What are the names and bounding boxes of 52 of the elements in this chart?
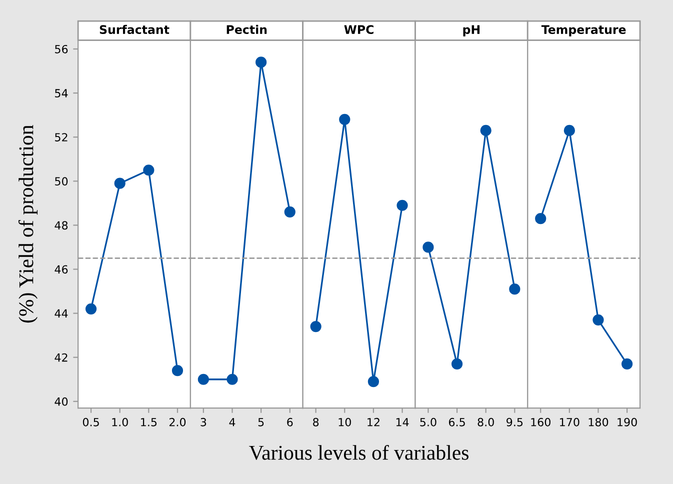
point	[368, 376, 380, 388]
chart-title: WPC	[344, 25, 374, 34]
x-tick-label: 2.0	[169, 418, 186, 426]
point	[172, 365, 184, 376]
x-tick-label: 8	[313, 418, 319, 426]
x-tick-label: 8.0	[478, 418, 494, 426]
x-tick-label: 5.0	[420, 418, 436, 426]
x-tick-label: 170	[560, 418, 580, 426]
x-tick-label: 12	[368, 418, 380, 426]
x-tick-label: 1.5	[141, 418, 157, 426]
x-tick-label: 6	[287, 418, 293, 426]
x-tick-label: 190	[618, 418, 637, 426]
y-tick-label: 44	[54, 309, 68, 318]
y-tick-label: 48	[54, 221, 68, 230]
chart-title: pH	[463, 25, 480, 36]
point	[564, 124, 575, 136]
y-tick-label: 50	[55, 177, 68, 186]
point	[339, 114, 350, 126]
x-tick-label: 4	[229, 418, 236, 426]
x-tick-label: 1.0	[112, 418, 128, 426]
point	[509, 284, 520, 295]
point	[422, 242, 434, 253]
x-tick-label: 5	[258, 418, 264, 426]
point	[396, 200, 408, 211]
point	[535, 213, 546, 224]
y-tick-label: 54	[55, 89, 68, 98]
y-tick-label: 42	[54, 353, 68, 362]
point	[592, 314, 604, 326]
y-tick-label: 40	[54, 397, 68, 406]
x-tick-label: 3	[200, 418, 206, 426]
point	[622, 358, 633, 370]
x-tick-label: 9.5	[506, 418, 523, 426]
chart-title: Pectin	[226, 24, 267, 34]
point	[143, 164, 154, 176]
x-tick-label: 10	[338, 418, 351, 426]
point	[451, 358, 463, 370]
chart-title: Surfactant	[100, 24, 170, 34]
y-tick-label: 46	[54, 265, 68, 274]
point	[85, 303, 97, 314]
x-axis-title: Various levels of variables	[249, 444, 468, 460]
chart-title: Temperature	[541, 25, 626, 36]
point	[310, 320, 322, 332]
x-tick-label: 160	[531, 418, 550, 426]
y-tick-label: 56	[55, 44, 68, 54]
x-tick-label: 180	[588, 418, 608, 426]
x-tick-label: 14	[396, 418, 409, 426]
point	[480, 124, 492, 136]
y-tick-label: 52	[55, 133, 68, 142]
point	[114, 178, 126, 189]
x-tick-label: 6.5	[448, 418, 465, 426]
y-axis-title: (%) Yield of production	[18, 124, 38, 323]
x-tick-label: 0.5	[82, 418, 99, 426]
